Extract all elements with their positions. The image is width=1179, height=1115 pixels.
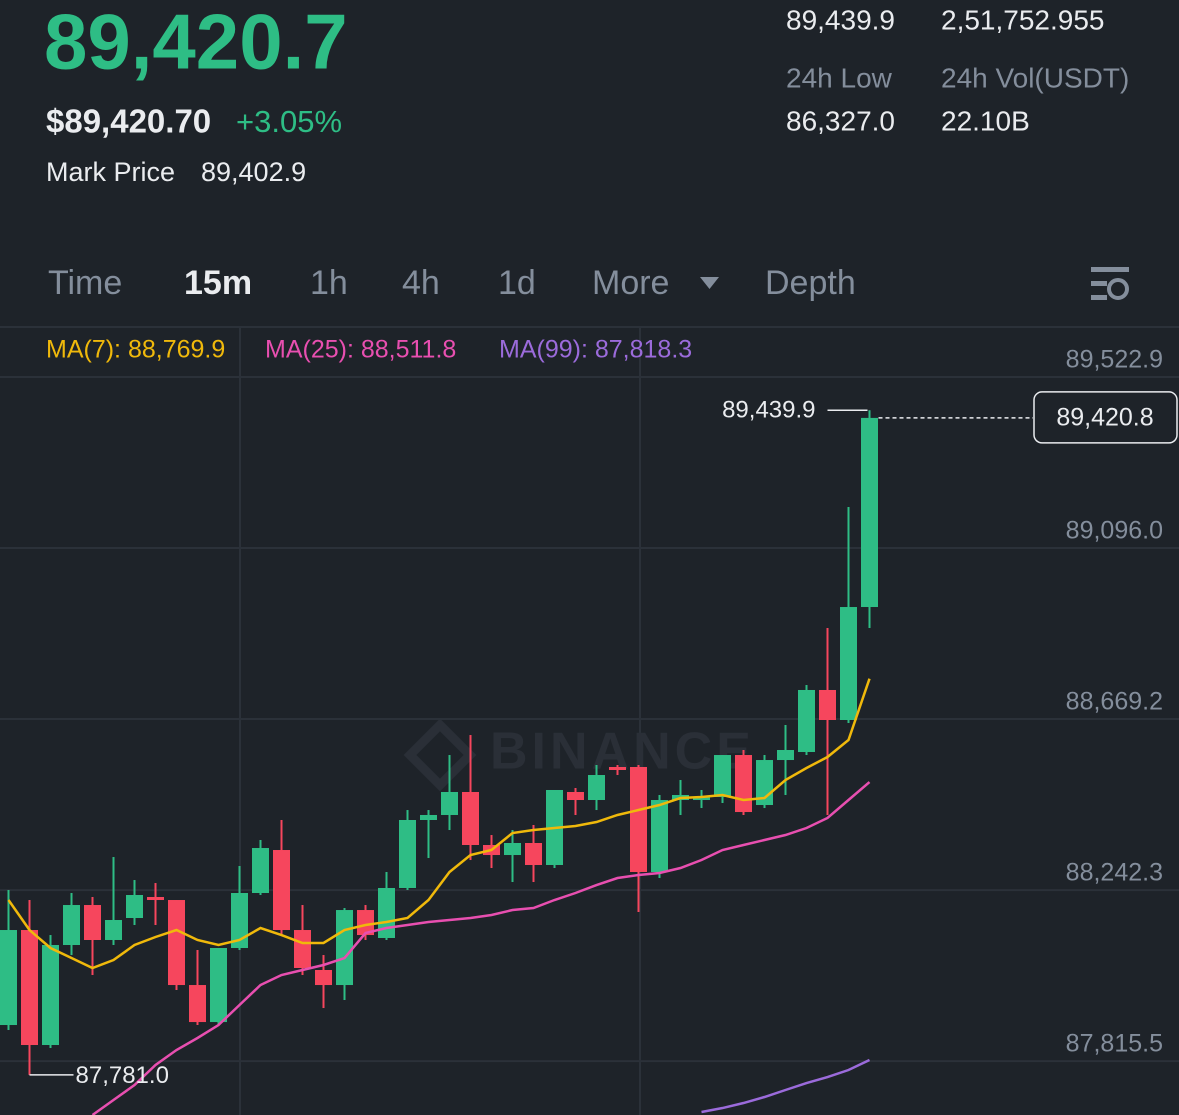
candle-body [252,848,269,893]
stat-value: 86,327.0 [786,105,895,136]
candle-body [63,905,80,946]
timeframe-tab[interactable]: 15m [184,264,252,302]
candle-body [567,791,584,801]
legend-entry: MA(7): 88,769.9 [46,336,225,364]
icon-bar [1091,267,1129,272]
candle-body [378,887,395,938]
candle-body [714,755,731,798]
candle-body [168,900,185,986]
ma-line [7,678,871,970]
candle-body [273,850,290,931]
watermark: BINANCE [490,723,755,781]
chart-settings-icon[interactable] [1091,267,1129,300]
candle-body [42,945,59,1046]
icon-bar [1091,295,1107,300]
candle-body [126,895,143,918]
candle-body [294,930,311,969]
last-price-box [1033,391,1178,444]
y-tick-label: 89,096.0 [1066,517,1163,545]
y-tick-label: 88,669.2 [1066,688,1163,716]
icon-bar [1091,281,1107,286]
timeframe-tab[interactable]: 4h [402,264,440,302]
stat-value: 22.10B [941,105,1030,136]
stat-label: 24h Low [786,62,893,93]
mark-price: 89,402.9 [201,157,306,187]
timeframe-tab[interactable]: 1d [498,264,536,302]
price-change: +3.05% [236,104,342,139]
high-label: 89,439.9 [722,397,815,424]
candle-body [504,842,521,856]
candle-body [609,766,626,770]
candle-body [21,930,38,1046]
candle-body [462,791,479,846]
legend-entry: MA(99): 87,818.3 [499,336,692,364]
stat-label: 24h Vol(USDT) [941,62,1129,93]
candle-body [861,417,878,608]
candle-body [231,892,248,949]
candle-body [525,842,542,865]
candle-body [651,800,668,873]
legend-entry: MA(25): 88,511.8 [265,336,456,364]
stat-value: 89,439.9 [786,4,895,35]
candle-body [147,897,164,901]
candle-body [819,689,836,720]
timeframe-tab[interactable]: 1h [310,264,348,302]
last-price: 89,420.7 [44,0,348,86]
watermark-logo [403,718,477,792]
icon-gear [1107,278,1129,300]
candle-body [630,766,647,873]
ma-line [91,781,871,1115]
y-tick-label: 88,242.3 [1066,859,1163,887]
candle-body [105,920,122,940]
candle-body [336,910,353,986]
candle-body [357,910,374,936]
candle-body [777,750,794,761]
low-label: 87,781.0 [76,1062,169,1089]
timeframe-tab[interactable]: Depth [765,264,856,302]
usd-price: $89,420.70 [46,103,211,140]
candle-body [798,689,815,753]
mark-price-label: Mark Price [46,157,175,187]
candle-body [840,607,857,720]
candle-body [189,985,206,1023]
timeframe-tab[interactable]: Time [48,264,122,302]
candle-body [315,970,332,986]
ma-line [701,1058,871,1114]
y-tick-label: 87,815.5 [1066,1030,1163,1058]
y-tick-label: 89,522.9 [1066,346,1163,374]
candle-body [735,755,752,813]
stat-value: 2,51,752.955 [941,4,1105,35]
candle-body [84,905,101,940]
candle-body [0,930,17,1026]
candle-body [399,820,416,888]
candle-body [210,948,227,1023]
logo-diamond [403,718,477,792]
dropdown-arrow[interactable] [700,277,719,289]
candle-body [420,814,437,821]
timeframe-tab[interactable]: More [592,264,669,302]
candle-body [693,797,710,801]
candle-body [588,775,605,801]
last-price-label: 89,420.8 [1056,404,1153,432]
candle-body [441,791,458,815]
